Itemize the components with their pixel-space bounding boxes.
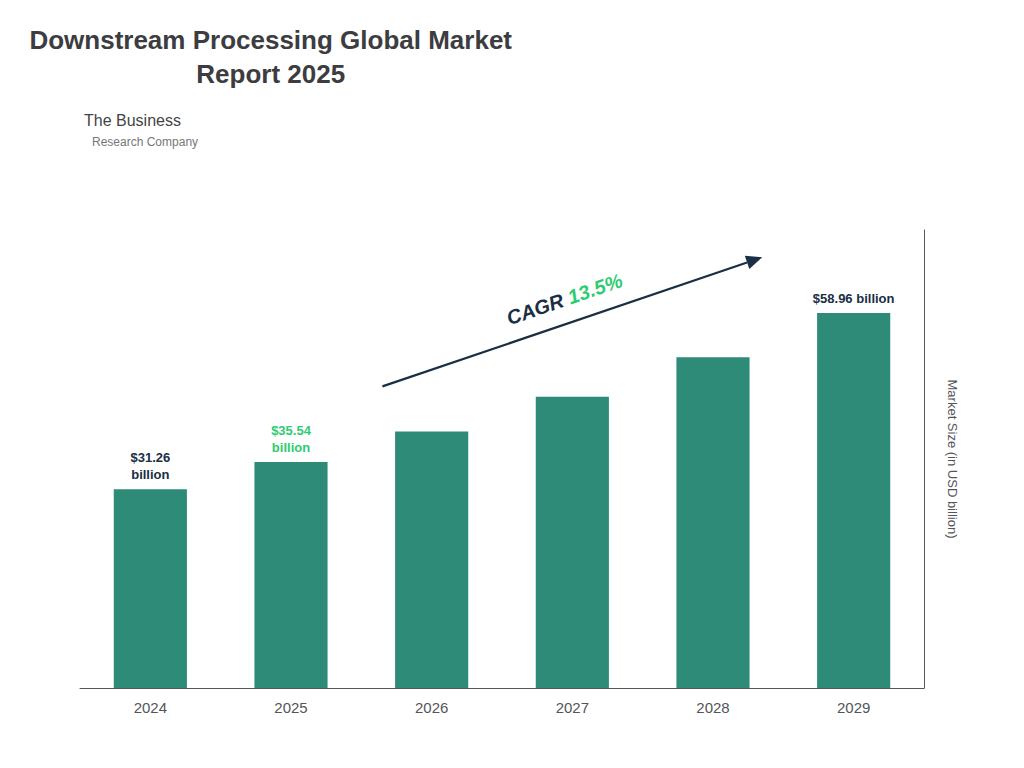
svg-text:2025: 2025	[274, 699, 307, 716]
svg-text:2027: 2027	[556, 699, 589, 716]
svg-text:2028: 2028	[696, 699, 729, 716]
svg-text:CAGR: CAGR	[504, 287, 572, 329]
svg-text:Report 2025: Report 2025	[196, 59, 345, 89]
svg-text:13.5%: 13.5%	[565, 269, 626, 308]
svg-text:Downstream Processing Global M: Downstream Processing Global Market	[29, 25, 512, 55]
svg-text:Market Size (in USD billion): Market Size (in USD billion)	[945, 380, 960, 539]
svg-text:$58.96 billion: $58.96 billion	[813, 291, 895, 306]
svg-text:2024: 2024	[134, 699, 167, 716]
svg-text:2029: 2029	[837, 699, 870, 716]
svg-text:billion: billion	[272, 440, 310, 455]
svg-text:2026: 2026	[415, 699, 448, 716]
svg-text:billion: billion	[131, 467, 169, 482]
svg-text:$35.54: $35.54	[271, 423, 312, 438]
svg-text:The Business: The Business	[84, 112, 181, 129]
svg-text:Research Company: Research Company	[92, 135, 198, 149]
svg-text:$31.26: $31.26	[130, 450, 170, 465]
